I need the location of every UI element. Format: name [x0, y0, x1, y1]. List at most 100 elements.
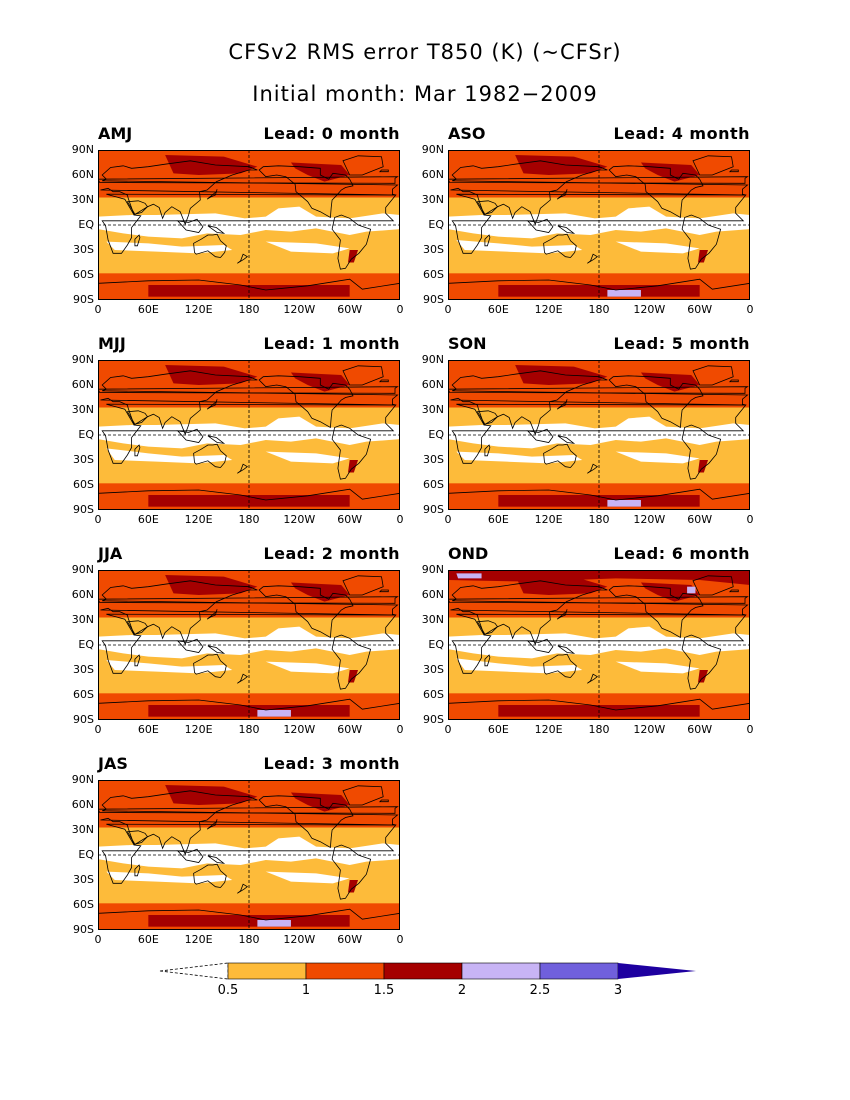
longitude-tick-label: 60E: [487, 723, 509, 736]
latitude-tick-label: EQ: [78, 218, 94, 231]
coastline-arabia: [126, 200, 149, 215]
longitude-tick-label: 120E: [184, 303, 213, 316]
coastline-samerica: [681, 424, 722, 480]
coastline-australia: [193, 443, 227, 468]
longitude-tick-label: 0: [94, 933, 102, 946]
coastline-africa: [101, 613, 397, 674]
coastline-namerica: [608, 375, 704, 429]
longitude-tick-label: 0: [444, 513, 452, 526]
coastline-antarctica: [448, 488, 750, 510]
coastline-madagascar: [484, 234, 491, 247]
field-bin-2-2.5-antarctic: [607, 500, 641, 507]
latitude-tick-label: 90N: [421, 563, 444, 576]
field-below-0.5-south-pacific: [265, 871, 350, 884]
panel-lead-label: Lead: 1 month: [263, 334, 400, 353]
latitude-tick-label: 60N: [421, 378, 444, 391]
coastline-antarctica: [98, 278, 400, 300]
coastline-ice: [378, 169, 389, 173]
latitude-tick-label: 60N: [421, 168, 444, 181]
colorbar-upper-triangle: [618, 963, 696, 979]
coastline-indonesia: [526, 218, 554, 233]
latitude-tick-label: EQ: [428, 638, 444, 651]
longitude-tick-label: 120W: [633, 723, 666, 736]
world-map: [98, 360, 400, 510]
map-frame: [98, 150, 400, 300]
coastline-africa: [451, 613, 747, 674]
coastline-antarctica: [448, 278, 750, 300]
longitude-tick-label: 120E: [184, 723, 213, 736]
coastline-greenland: [342, 575, 384, 596]
world-map: [448, 150, 750, 300]
latitude-tick-label: 60S: [423, 688, 444, 701]
panel-lead-label: Lead: 2 month: [263, 544, 400, 563]
coastline-nz: [587, 673, 599, 684]
map-frame: [98, 780, 400, 930]
field-below-0.5-south-pacific: [615, 241, 700, 254]
panel-season-label: OND: [448, 544, 489, 563]
longitude-tick-label: 60E: [487, 303, 509, 316]
longitude-tick-label: 180: [238, 933, 260, 946]
longitude-tick-label: 180: [588, 513, 610, 526]
latitude-tick-label: EQ: [428, 428, 444, 441]
longitude-tick-label: 120W: [283, 513, 316, 526]
field-bin-1.5-2-patagonia: [347, 460, 359, 473]
field-bin-1.5-2-siberia: [515, 155, 608, 175]
latitude-tick-label: 60N: [71, 168, 94, 181]
latitude-tick-label: 60S: [423, 478, 444, 491]
coastline-samerica: [681, 214, 722, 270]
longitude-tick-label: 120W: [633, 303, 666, 316]
longitude-tick-label: 0: [444, 303, 452, 316]
colorbar-tick-label: 2.5: [529, 983, 551, 998]
panel-lead-label: Lead: 4 month: [613, 124, 750, 143]
longitude-tick-label: 120W: [283, 303, 316, 316]
colorbar-tick-label: 0.5: [217, 983, 239, 998]
field-bin-2-2.5-antarctic: [257, 920, 291, 927]
latitude-tick-label: 90S: [73, 503, 94, 516]
longitude-tick-label: 120W: [283, 933, 316, 946]
coastline-namerica: [608, 165, 704, 219]
field-below-0.5-south-indian: [456, 658, 583, 674]
longitude-tick-label: 0: [94, 303, 102, 316]
field-bin-1.5-2-patagonia: [347, 250, 359, 263]
coastline-eurasia: [450, 580, 749, 646]
longitude-tick-label: 60W: [337, 303, 363, 316]
coastline-namerica: [258, 795, 354, 849]
coastline-greenland: [342, 365, 384, 386]
latitude-tick-label: 90N: [71, 563, 94, 576]
coastline-japan: [206, 399, 218, 410]
field-bin-2-2.5-greenland: [687, 586, 696, 594]
colorbar-tick-label: 3: [613, 983, 623, 998]
coastline-australia: [543, 233, 577, 258]
coastline-newguinea: [207, 645, 226, 654]
latitude-tick-label: 90S: [423, 503, 444, 516]
coastline-africa: [451, 193, 747, 254]
world-map: [448, 570, 750, 720]
field-below-0.5-south-pacific: [615, 661, 700, 674]
coastline-indonesia: [526, 638, 554, 653]
coastline-japan: [556, 189, 568, 200]
panel-lead-label: Lead: 0 month: [263, 124, 400, 143]
longitude-tick-label: 120E: [184, 933, 213, 946]
latitude-tick-label: 90N: [71, 353, 94, 366]
coastline-africa: [451, 403, 747, 464]
coastline-japan: [556, 609, 568, 620]
coastline-samerica: [331, 844, 372, 900]
latitude-tick-label: 30S: [423, 243, 444, 256]
latitude-tick-label: 60S: [73, 898, 94, 911]
longitude-tick-label: 120W: [633, 513, 666, 526]
latitude-tick-label: 30N: [421, 613, 444, 626]
coastline-uk: [448, 176, 749, 184]
coastline-greenland: [342, 155, 384, 176]
longitude-tick-label: 180: [238, 303, 260, 316]
latitude-tick-label: 30N: [71, 613, 94, 626]
map-panel-aso: ASO Lead: 4 month 90N 60N 30N EQ 30S 60S 90S 0 60E…: [422, 124, 754, 316]
field-bin-1.5-2-patagonia: [697, 670, 709, 683]
map-frame: [448, 570, 750, 720]
coastline-uk: [448, 386, 749, 394]
map-panel-amj: AMJ Lead: 0 month 90N 60N 30N EQ 30S 60S 90S 0 60E…: [72, 124, 404, 316]
colorbar-tick-label: 2: [457, 983, 467, 998]
coastline-arabia: [476, 410, 499, 425]
coastlines: [98, 365, 400, 510]
coastline-newguinea: [207, 225, 226, 234]
coastline-eurasia: [450, 160, 749, 226]
